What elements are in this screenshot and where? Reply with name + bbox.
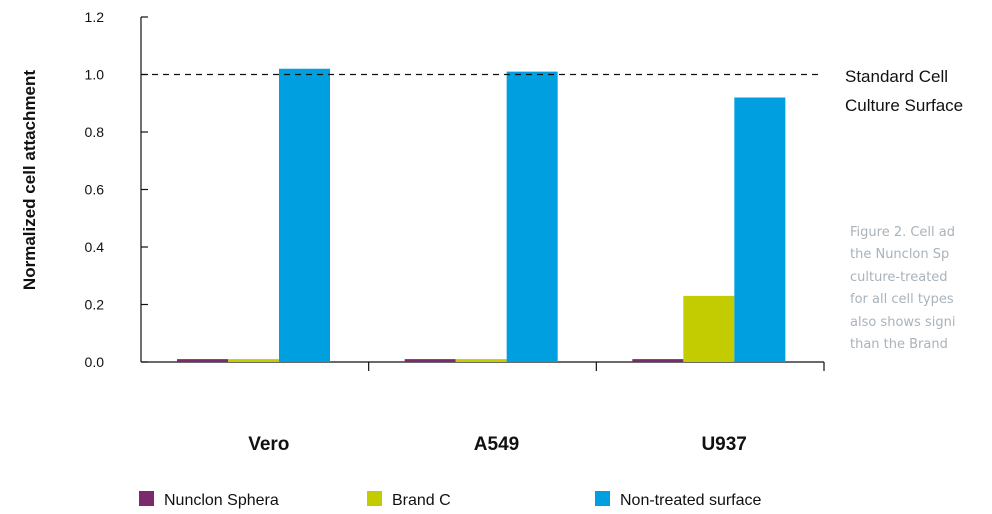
x-category-label: U937 [701, 434, 746, 455]
bar [506, 71, 558, 362]
y-tick-label: 1.0 [85, 67, 105, 83]
y-tick-label: 0.8 [85, 124, 105, 140]
caption-line: than the Brand [850, 337, 948, 353]
category-labels: Vero A549 U937 [248, 434, 747, 455]
bar [683, 295, 735, 362]
legend-swatch [367, 491, 382, 506]
caption-line: culture-treated [850, 269, 948, 285]
bar [228, 359, 279, 362]
y-tick-label: 0.6 [85, 182, 105, 198]
bar [404, 359, 456, 362]
bar [279, 68, 330, 362]
y-tick-label: 0.2 [85, 297, 105, 313]
x-axis [141, 361, 825, 371]
reference-line-label: Standard Cell [845, 67, 948, 86]
reference-line-group: Standard Cell Culture Surface [141, 67, 963, 115]
legend-label: Nunclon Sphera [164, 492, 279, 509]
caption-line: the Nunclon Sp [850, 247, 950, 263]
y-tick-label: 0.4 [85, 239, 105, 255]
y-tick-label: 1.2 [85, 9, 105, 25]
bars [177, 68, 786, 362]
caption-line: for all cell types [850, 292, 954, 308]
caption-line: also shows signi [850, 314, 956, 330]
reference-line-label: Culture Surface [845, 96, 963, 115]
y-axis-label: Normalized cell attachment [20, 70, 39, 290]
caption-line: Figure 2. Cell ad [850, 225, 956, 240]
y-axis: 0.0 0.2 0.4 0.6 0.8 1.0 1.2 [85, 9, 148, 370]
bar [734, 97, 786, 362]
legend-label: Non-treated surface [620, 492, 762, 509]
x-category-label: A549 [474, 434, 519, 455]
x-category-label: Vero [248, 434, 289, 455]
bar [632, 359, 684, 362]
legend-swatch [139, 491, 154, 506]
bar [177, 359, 228, 362]
figure-caption: Figure 2. Cell ad the Nunclon Sp culture… [850, 222, 992, 356]
legend-label: Brand C [392, 492, 451, 509]
y-tick-label: 0.0 [85, 354, 105, 370]
bar [455, 359, 507, 362]
legend-swatch [595, 491, 610, 506]
legend: Nunclon Sphera Brand C Non-treated surface [139, 491, 762, 509]
